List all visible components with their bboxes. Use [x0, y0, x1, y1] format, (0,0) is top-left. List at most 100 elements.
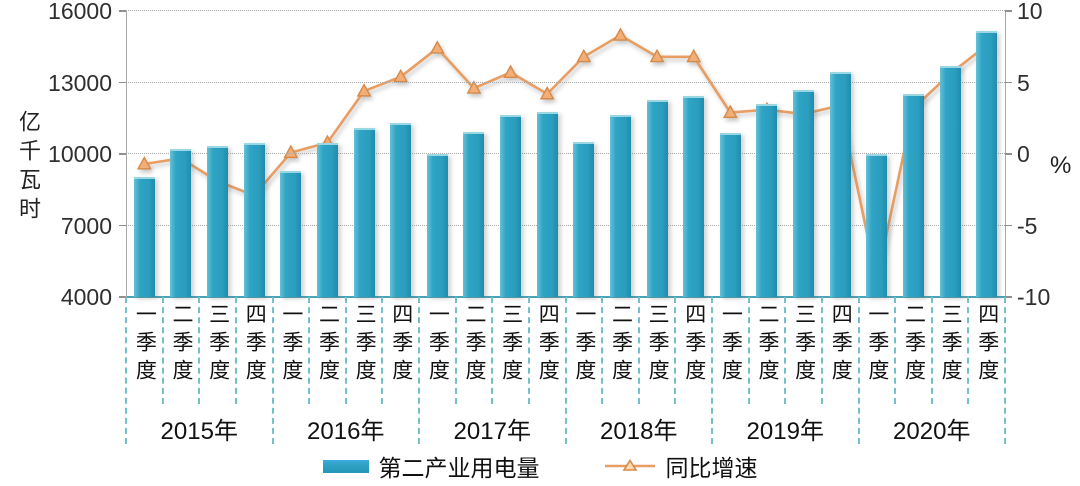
quarter-separator: [234, 297, 237, 404]
marker-2016-q3: [356, 83, 372, 97]
year-label-2015: 2015年: [160, 418, 238, 445]
left-axis-tick: [119, 81, 126, 83]
x-label-2020-q2: 二季度: [895, 303, 932, 403]
x-label-2016-q4: 四季度: [382, 303, 419, 403]
right-axis-tick: [1005, 81, 1012, 83]
x-label-text: 三季度: [792, 303, 816, 387]
bar-2018-q1: [573, 141, 595, 297]
left-axis-line: [126, 11, 127, 297]
right-axis-tick: [1005, 10, 1012, 12]
x-label-text: 二季度: [169, 303, 193, 387]
x-label-text: 三季度: [939, 303, 963, 387]
x-label-text: 三季度: [353, 303, 377, 387]
year-separator: [125, 297, 127, 444]
bar-2017-q4: [536, 111, 558, 297]
x-label-2020-q1: 一季度: [859, 303, 896, 403]
quarter-separator: [491, 297, 494, 404]
year-label-2016: 2016年: [307, 418, 385, 445]
gridline-7000: [126, 224, 1005, 226]
quarter-separator: [308, 297, 311, 404]
year-separator: [857, 297, 860, 444]
x-label-text: 四季度: [975, 303, 999, 387]
x-label-2020-q3: 三季度: [932, 303, 969, 403]
quarter-separator: [344, 297, 347, 404]
x-label-2018-q2: 二季度: [602, 303, 639, 403]
quarter-separator: [967, 297, 970, 404]
quarter-separator: [930, 297, 933, 404]
bar-series-label: 第二产业用电量: [378, 455, 540, 481]
legend-item-line-series: 同比增速: [604, 449, 758, 483]
quarter-separator: [637, 297, 640, 404]
right-axis-tick: [1005, 224, 1012, 226]
x-label-2015-q4: 四季度: [236, 303, 273, 403]
x-label-text: 一季度: [133, 303, 157, 387]
bar-2015-q1: [133, 176, 155, 297]
quarter-separator: [601, 297, 604, 404]
left-axis-tick: [119, 10, 126, 12]
left-axis-tick: [119, 153, 126, 155]
x-label-2020-q4: 四季度: [968, 303, 1005, 403]
left-axis-unit-label: 亿千瓦时: [16, 110, 41, 226]
x-label-text: 二季度: [462, 303, 486, 387]
bar-2017-q2: [463, 131, 485, 297]
quarter-separator: [454, 297, 457, 404]
x-label-text: 一季度: [719, 303, 743, 387]
x-label-text: 三季度: [206, 303, 230, 387]
marker-2016-q4: [393, 68, 409, 83]
x-label-2019-q2: 二季度: [749, 303, 786, 403]
gridline-16000: [126, 10, 1005, 11]
marker-2016-q1: [283, 144, 299, 159]
x-label-2018-q3: 三季度: [639, 303, 676, 403]
y-axis-right-tick-label: -10: [1017, 284, 1051, 310]
x-label-text: 一季度: [426, 303, 450, 387]
year-label-2019: 2019年: [746, 418, 824, 445]
bar-2016-q3: [353, 128, 375, 297]
quarter-separator: [820, 297, 823, 404]
bar-2015-q2: [170, 149, 192, 297]
marker-2018-q3: [649, 48, 665, 63]
x-label-text: 二季度: [902, 303, 926, 387]
x-label-text: 四季度: [243, 303, 267, 387]
bar-2018-q3: [646, 99, 668, 297]
year-label-2018: 2018年: [600, 418, 678, 445]
marker-2018-q1: [576, 48, 592, 63]
x-label-2015-q3: 三季度: [199, 303, 236, 403]
marker-2019-q1: [722, 104, 738, 119]
quarter-separator: [747, 297, 750, 404]
year-separator: [711, 297, 713, 444]
x-label-text: 四季度: [536, 303, 560, 387]
marker-2017-q4: [539, 85, 555, 100]
year-label-2017: 2017年: [453, 418, 531, 445]
x-label-text: 一季度: [279, 303, 303, 387]
x-label-text: 一季度: [572, 303, 596, 387]
bar-2019-q3: [793, 89, 815, 297]
x-label-text: 三季度: [499, 303, 523, 387]
x-label-text: 一季度: [865, 303, 889, 387]
quarter-separator: [527, 297, 530, 404]
x-label-2015-q1: 一季度: [126, 303, 163, 403]
x-label-2019-q1: 一季度: [712, 303, 749, 403]
growth-line: [144, 33, 988, 281]
quarter-separator: [198, 297, 201, 404]
bar-2019-q1: [719, 133, 741, 297]
bar-2016-q2: [316, 142, 338, 297]
x-label-text: 二季度: [316, 303, 340, 387]
y-axis-left-tick-label: 10000: [48, 141, 112, 167]
bar-2016-q4: [390, 123, 412, 297]
bar-series-swatch: [322, 459, 369, 473]
x-label-2016-q1: 一季度: [273, 303, 310, 403]
x-label-text: 二季度: [609, 303, 633, 387]
bar-2017-q3: [500, 114, 522, 297]
x-label-2017-q1: 一季度: [419, 303, 456, 403]
right-axis-tick: [1005, 153, 1012, 155]
year-separator: [1004, 297, 1006, 444]
x-label-text: 三季度: [646, 303, 670, 387]
legend: 第二产业用电量 同比增速: [0, 449, 1080, 483]
x-label-2018-q4: 四季度: [675, 303, 712, 403]
legend-item-bar-series: 第二产业用电量: [322, 449, 540, 483]
bar-2019-q2: [756, 104, 778, 297]
y-axis-right-tick-label: 0: [1017, 141, 1030, 167]
gridline-10000: [126, 153, 1005, 154]
x-label-2017-q3: 三季度: [492, 303, 529, 403]
